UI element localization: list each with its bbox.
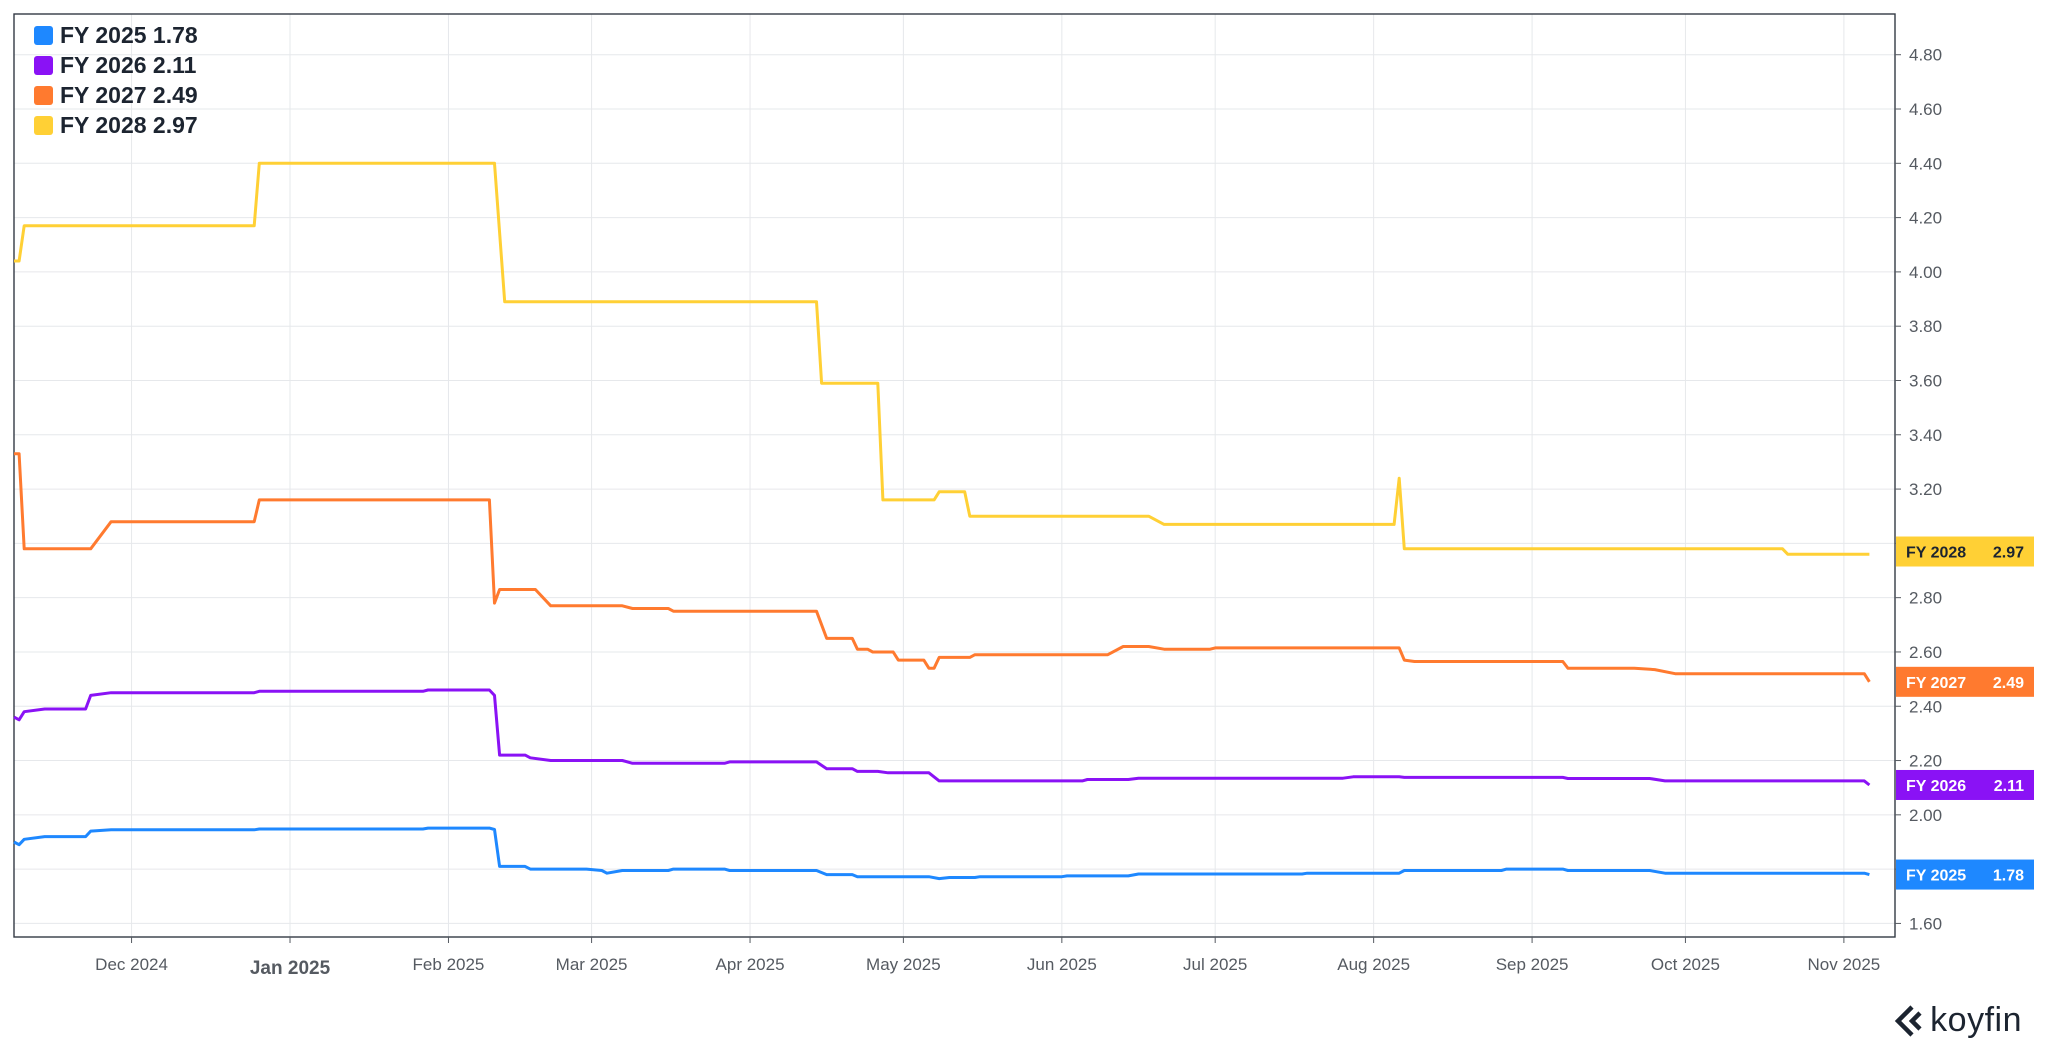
last-value-tag-series: FY 2027 [1906, 675, 1966, 692]
legend-entry[interactable]: FY 2028 2.97 [60, 112, 198, 138]
y-tick-label: 3.40 [1909, 426, 1942, 445]
last-value-tag [1896, 859, 2034, 890]
brand-logo: koyfin [1890, 1001, 2022, 1040]
last-value-tag [1896, 769, 2034, 800]
series-lines [13, 161, 1871, 881]
legend-entry[interactable]: FY 2027 2.49 [60, 82, 198, 108]
y-tick-label: 2.80 [1909, 589, 1942, 608]
x-tick-label: Aug 2025 [1337, 955, 1410, 974]
last-value-tag-value: 2.49 [1993, 675, 2024, 692]
y-tick-label: 2.00 [1909, 806, 1942, 825]
x-tick-label: Jul 2025 [1183, 955, 1247, 974]
y-tick-label: 2.60 [1909, 643, 1942, 662]
series-line-fy-2027 [14, 452, 1871, 683]
last-value-tag-series: FY 2028 [1906, 545, 1966, 562]
y-tick-label: 2.40 [1909, 697, 1942, 716]
y-tick-label: 4.20 [1909, 209, 1942, 228]
legend[interactable]: FY 2025 1.78 FY 2026 2.11 FY 2027 2.49 FY 2… [34, 22, 198, 138]
x-tick-label: Nov 2025 [1807, 955, 1880, 974]
brand-name: koyfin [1930, 1001, 2022, 1039]
plot-frame [13, 13, 1896, 938]
last-value-tag-value: 1.78 [1993, 868, 2024, 885]
legend-entry[interactable]: FY 2025 1.78 [60, 22, 198, 48]
series-line-fy-2025 [13, 826, 1870, 881]
x-tick-label: Jan 2025 [250, 958, 331, 979]
last-value-tag-series: FY 2025 [1906, 868, 1966, 885]
x-tick-label: Feb 2025 [413, 955, 485, 974]
y-tick-label: 4.60 [1909, 100, 1942, 119]
x-tick-label: May 2025 [866, 955, 941, 974]
y-axis: 4.804.604.404.204.003.803.603.403.203.00… [1895, 46, 1942, 933]
last-value-tag [1896, 666, 2034, 697]
x-tick-label: Mar 2025 [556, 955, 628, 974]
legend-swatch[interactable] [34, 116, 53, 135]
x-tick-label: Sep 2025 [1496, 955, 1569, 974]
last-value-tag-series: FY 2026 [1906, 778, 1966, 795]
y-tick-label: 3.60 [1909, 371, 1942, 390]
last-value-tags: FY 2025 1.78 FY 2026 2.11 FY 2027 2.49 FY 2028… [1896, 536, 2034, 890]
x-tick-label: Jun 2025 [1027, 955, 1097, 974]
y-tick-label: 1.60 [1909, 914, 1942, 933]
legend-swatch[interactable] [34, 56, 53, 75]
last-value-tag [1896, 536, 2034, 567]
legend-swatch[interactable] [34, 86, 53, 105]
x-axis: Dec 2024 Jan 2025 Feb 2025 Mar 2025 Apr 2025… [95, 937, 1880, 979]
y-tick-label: 2.20 [1909, 752, 1942, 771]
y-tick-label: 3.20 [1909, 480, 1942, 499]
last-value-tag-value: 2.11 [1994, 778, 2024, 795]
koyfin-logo-icon [1894, 1004, 1922, 1037]
y-tick-label: 4.00 [1909, 263, 1942, 282]
series-line-fy-2026 [13, 688, 1871, 787]
y-tick-label: 3.80 [1909, 317, 1942, 336]
legend-entry[interactable]: FY 2026 2.11 [60, 52, 197, 78]
x-tick-label: Oct 2025 [1651, 955, 1720, 974]
x-tick-label: Dec 2024 [95, 955, 168, 974]
last-value-tag-value: 2.97 [1993, 545, 2024, 562]
x-tick-label: Apr 2025 [716, 955, 785, 974]
series-line-fy-2028 [14, 161, 1870, 556]
y-tick-label: 4.40 [1909, 154, 1942, 173]
legend-swatch[interactable] [34, 26, 53, 45]
y-tick-label: 4.80 [1909, 46, 1942, 65]
grid [14, 14, 1895, 937]
